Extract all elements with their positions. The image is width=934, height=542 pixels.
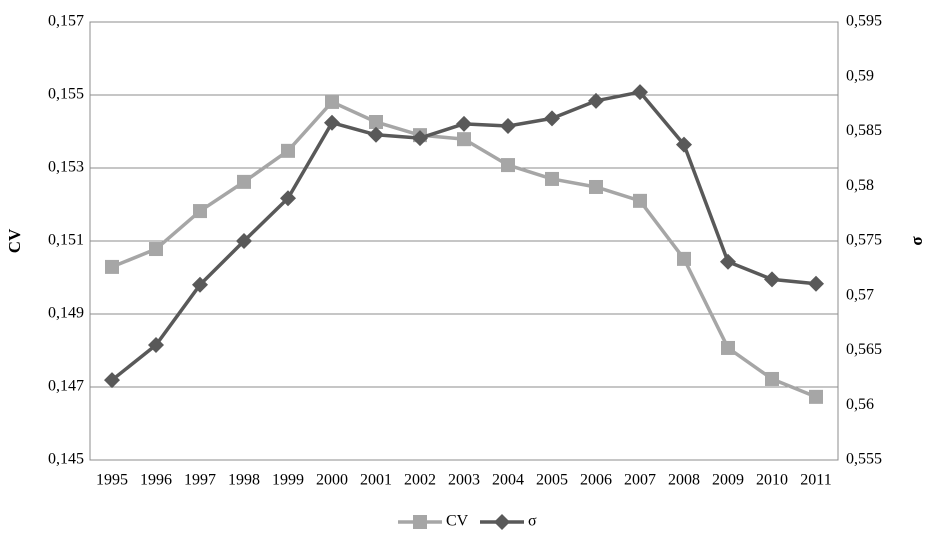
x-tick-label: 2009 [712, 472, 744, 489]
marker [809, 389, 823, 404]
y-tick-label: 0,149 [48, 305, 84, 322]
marker [148, 337, 164, 354]
marker [545, 171, 559, 186]
y2-tick-label: 0,585 [846, 122, 882, 139]
marker [192, 276, 208, 293]
y2-tick-label: 0,56 [846, 396, 874, 413]
y-tick-label: 0,145 [48, 451, 84, 468]
marker [494, 514, 510, 530]
marker [632, 84, 648, 101]
marker [457, 132, 471, 147]
y2-tick-label: 0,58 [846, 177, 874, 194]
marker [324, 114, 340, 131]
marker [193, 204, 207, 219]
y2-tick-label: 0,595 [846, 13, 882, 30]
x-tick-label: 2001 [360, 472, 392, 489]
marker [764, 271, 780, 288]
x-tick-label: 2011 [800, 472, 831, 489]
marker [765, 371, 779, 386]
marker [280, 190, 296, 207]
marker [325, 94, 339, 109]
y2-tick-label: 0,59 [846, 67, 874, 84]
x-tick-label: 1995 [96, 472, 128, 489]
x-tick-label: 2010 [756, 472, 788, 489]
x-tick-label: 2006 [580, 472, 612, 489]
x-tick-label: 2000 [316, 472, 348, 489]
marker [676, 136, 692, 153]
y2-tick-label: 0,575 [846, 232, 882, 249]
x-tick-label: 2008 [668, 472, 700, 489]
y2-axis-label: σ [907, 236, 926, 246]
y-axis-label: CV [5, 228, 24, 253]
marker [677, 251, 691, 266]
marker [413, 515, 427, 529]
y-tick-label: 0,155 [48, 86, 84, 103]
marker [589, 179, 603, 194]
marker [105, 259, 119, 274]
y2-tick-label: 0,565 [846, 341, 882, 358]
marker [104, 372, 120, 389]
marker [149, 242, 163, 257]
x-tick-label: 1997 [184, 472, 216, 489]
marker [412, 130, 428, 147]
y-tick-label: 0,157 [48, 13, 84, 30]
marker [236, 233, 252, 249]
y-tick-label: 0,151 [48, 232, 84, 249]
marker [808, 275, 824, 292]
marker [368, 126, 384, 143]
x-tick-label: 2002 [404, 472, 436, 489]
y-tick-label: 0,147 [48, 378, 84, 395]
series-line [111, 100, 817, 399]
marker [720, 253, 736, 270]
marker [633, 193, 647, 208]
x-tick-label: 1996 [140, 472, 172, 489]
x-tick-label: 2004 [492, 472, 524, 489]
legend-label: CV [446, 513, 469, 530]
marker [500, 118, 516, 135]
marker [456, 115, 472, 132]
x-tick-label: 2007 [624, 472, 656, 489]
x-tick-label: 2005 [536, 472, 568, 489]
x-tick-label: 1999 [272, 472, 304, 489]
x-tick-label: 1998 [228, 472, 260, 489]
marker [501, 158, 515, 173]
marker [369, 115, 383, 130]
y-tick-label: 0,153 [48, 159, 84, 176]
marker [237, 174, 251, 189]
marker [281, 143, 295, 158]
marker [544, 110, 560, 127]
legend-label: σ [528, 513, 537, 530]
x-tick-label: 2003 [448, 472, 480, 489]
y2-tick-label: 0,57 [846, 286, 874, 303]
marker [721, 340, 735, 355]
y2-tick-label: 0,555 [846, 451, 882, 468]
marker [588, 92, 604, 109]
